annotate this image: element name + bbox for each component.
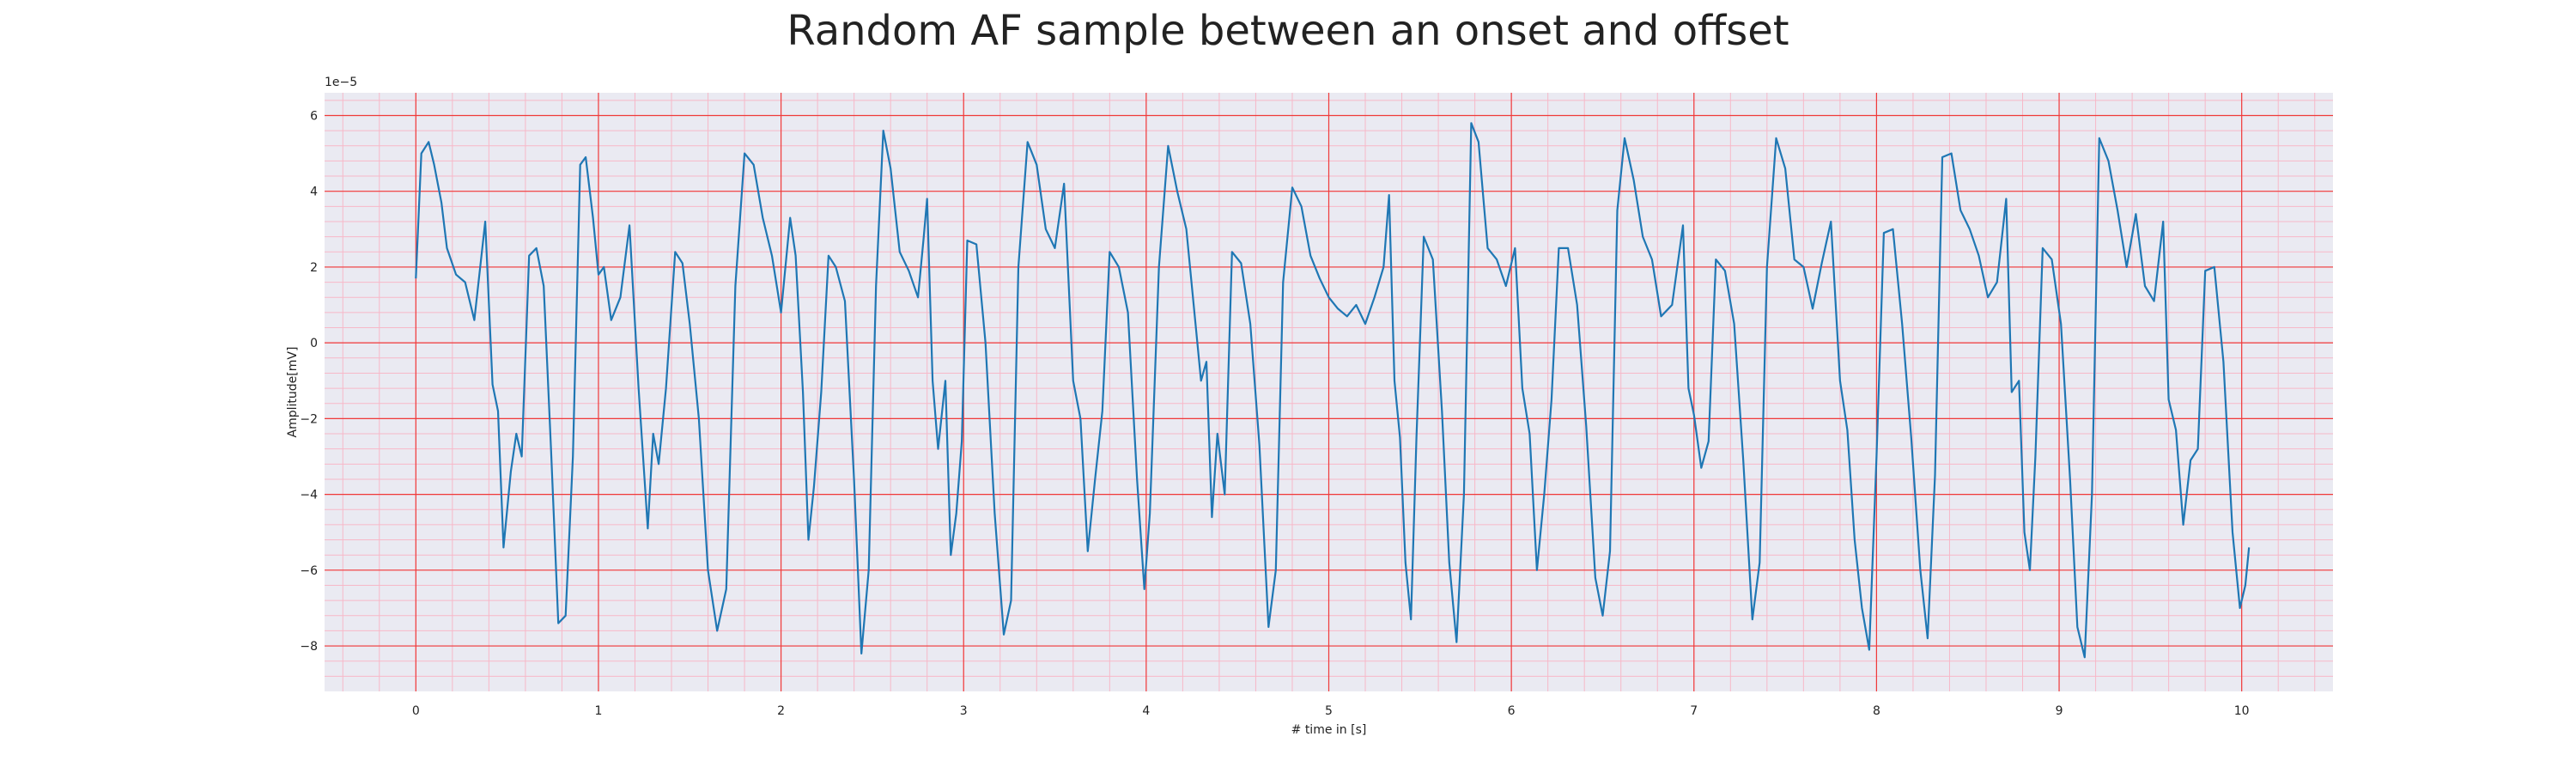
y-tick-label: 0	[310, 337, 318, 350]
x-tick-label: 6	[1508, 704, 1516, 718]
y-tick-label: −2	[300, 412, 318, 426]
chart-title: Random AF sample between an onset and of…	[787, 7, 1789, 55]
major-grid	[325, 93, 2333, 691]
series-line	[415, 122, 2251, 659]
x-tick-label: 5	[1325, 704, 1333, 718]
x-tick-label: 10	[2234, 704, 2250, 718]
y-tick-label: 4	[310, 186, 318, 199]
x-tick-label: 9	[2056, 704, 2063, 718]
y-tick-label: −4	[300, 489, 318, 502]
x-tick-label: 3	[960, 704, 968, 718]
x-tick-label: 7	[1690, 704, 1698, 718]
y-axis-ticks: −8 −6 −4 −2 0 2 4 6	[300, 109, 318, 654]
y-axis-label: Amplitude[mV]	[286, 347, 300, 438]
y-tick-label: −6	[300, 564, 318, 578]
x-tick-label: 0	[412, 704, 420, 718]
x-tick-label: 4	[1142, 704, 1150, 718]
x-axis-label: # time in [s]	[1291, 723, 1367, 737]
y-tick-label: 6	[310, 109, 318, 123]
x-tick-label: 2	[777, 704, 785, 718]
x-tick-label: 8	[1873, 704, 1880, 718]
y-tick-label: 2	[310, 261, 318, 275]
x-tick-label: 1	[594, 704, 602, 718]
y-scale-label: 1e−5	[325, 76, 357, 89]
x-axis-ticks: 0 1 2 3 4 5 6 7 8 9 10	[412, 704, 2250, 718]
y-tick-label: −8	[300, 640, 318, 654]
